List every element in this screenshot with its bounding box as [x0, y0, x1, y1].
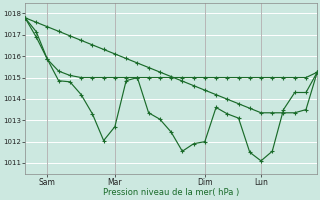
X-axis label: Pression niveau de la mer( hPa ): Pression niveau de la mer( hPa )	[103, 188, 239, 197]
